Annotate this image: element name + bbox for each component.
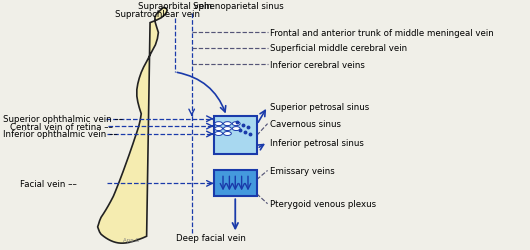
Text: Sphenoparietal sinus: Sphenoparietal sinus [193,2,284,11]
Text: Facial vein ––: Facial vein –– [20,179,77,188]
Text: Inferior cerebral veins: Inferior cerebral veins [270,61,365,70]
Text: Supraorbital vein: Supraorbital vein [138,2,211,11]
Text: Superior ophthalmic vein ––: Superior ophthalmic vein –– [3,114,123,123]
Circle shape [224,132,231,136]
Text: Cavernous sinus: Cavernous sinus [270,120,341,128]
Text: Supratrochlear vein: Supratrochlear vein [115,10,200,18]
Text: Superior petrosal sinus: Superior petrosal sinus [270,102,369,112]
Text: Inferior ophthalmic vein ––: Inferior ophthalmic vein –– [3,130,118,139]
Text: Central vein of retina ––: Central vein of retina –– [11,122,113,131]
Circle shape [232,122,240,126]
Polygon shape [98,8,167,243]
Circle shape [215,132,223,136]
Text: App C: App C [123,238,139,242]
Text: Deep facial vein: Deep facial vein [176,233,246,242]
Text: Emissary veins: Emissary veins [270,166,335,175]
Text: Pterygoid venous plexus: Pterygoid venous plexus [270,200,376,208]
FancyBboxPatch shape [214,171,257,196]
Circle shape [215,122,223,126]
Circle shape [215,127,223,131]
Text: Inferior petrosal sinus: Inferior petrosal sinus [270,138,364,147]
Text: Frontal and anterior trunk of middle meningeal vein: Frontal and anterior trunk of middle men… [270,29,494,38]
FancyBboxPatch shape [214,117,257,155]
Circle shape [224,122,231,126]
Circle shape [224,127,231,131]
Text: Superficial middle cerebral vein: Superficial middle cerebral vein [270,44,407,53]
Circle shape [232,127,240,131]
